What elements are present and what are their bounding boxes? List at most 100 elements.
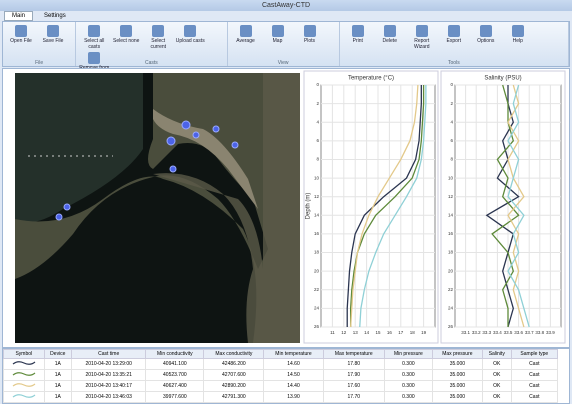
table-cell: 1A [43, 369, 73, 381]
table-cell: 39977.600 [145, 391, 205, 403]
table-cell: Cast [510, 369, 559, 381]
ribbon-button[interactable]: Average [231, 25, 261, 44]
ribbon-button[interactable]: Options [471, 25, 501, 50]
table-cell: Cast [510, 391, 559, 403]
y-tick-label: 8 [316, 157, 319, 162]
symbol [12, 394, 36, 398]
ribbon-button[interactable]: Print [343, 25, 373, 50]
table-cell [3, 380, 45, 392]
column-header: Max conductivity [203, 349, 265, 359]
column-header: Sample type [510, 349, 559, 359]
ribbon-button[interactable]: Select all casts [79, 25, 109, 50]
table-cell: 40627.400 [145, 380, 205, 392]
button-label: Help [512, 38, 523, 44]
table: Symbol Device Cast time Min conductivity Max… [3, 349, 559, 403]
ribbon-button[interactable]: Export [439, 25, 469, 50]
table-cell: Cast [510, 358, 559, 370]
table-cell: OK [481, 358, 512, 370]
x-tick-label: 14 [364, 330, 370, 335]
table-cell [3, 369, 45, 381]
y-tick-label: 22 [448, 287, 454, 292]
symbol [12, 383, 36, 387]
x-tick-label: 33.9 [546, 330, 555, 335]
symbol-line [12, 383, 36, 387]
y-tick-label: 12 [314, 194, 320, 199]
column-header: Cast time [71, 349, 147, 359]
button-icon [88, 52, 101, 64]
button-label: Export [446, 38, 461, 44]
ribbon-group: Open File Save File File [3, 22, 77, 66]
ribbon-button[interactable]: Report Wizard [407, 25, 437, 50]
y-tick-label: 24 [314, 306, 320, 311]
table-cell: OK [481, 369, 512, 381]
y-tick-label: 18 [314, 250, 320, 255]
symbol-line [12, 361, 36, 365]
column-header: Salinity [481, 349, 512, 359]
chart-title: Salinity (PSU) [484, 76, 521, 82]
x-tick-label: 33.4 [493, 330, 502, 335]
table-cell: 35.000 [431, 358, 483, 370]
ribbon-button[interactable]: Open File [6, 25, 36, 44]
y-tick-label: 6 [450, 138, 453, 143]
ribbon-tabs: Main Settings [0, 11, 572, 21]
y-tick-label: 6 [316, 138, 319, 143]
group-label: Tools [448, 60, 460, 66]
ribbon-button[interactable]: Plots [295, 25, 325, 44]
table-cell: 35.000 [431, 380, 483, 392]
y-tick-label: 2 [450, 101, 453, 106]
button-label: Select none [113, 38, 140, 44]
table-cell: OK [481, 391, 512, 403]
ribbon-button[interactable]: Save File [38, 25, 68, 44]
table-cell: 17.80 [322, 358, 385, 370]
tab[interactable]: Settings [44, 13, 66, 19]
x-tick-label: 19 [421, 330, 427, 335]
y-tick-label: 8 [450, 157, 453, 162]
y-tick-label: 20 [448, 268, 454, 273]
table-cell: 42791.300 [203, 391, 265, 403]
tab[interactable]: Main [4, 11, 34, 21]
table-cell: 1A [43, 380, 73, 392]
ribbon-button[interactable]: Upload casts [175, 25, 205, 50]
ribbon-button[interactable]: Help [503, 25, 533, 50]
button-icon [239, 25, 252, 37]
table-row[interactable]: 1A 2010-04-20 13:46:03 39977.600 42791.300 1… [3, 391, 559, 403]
ribbon-group: Print Delete Report Wizard Export Options Hel… [340, 22, 569, 66]
table-row[interactable]: 1A 2010-04-20 13:29:00 40941.100 42486.200 1… [3, 358, 559, 370]
table-cell: 2010-04-20 13:46:03 [71, 391, 147, 403]
button-icon [184, 25, 197, 37]
cast-table: Symbol Device Cast time Min conductivity Max… [2, 348, 570, 404]
ribbon-button[interactable]: Map [263, 25, 293, 44]
ribbon-button[interactable]: Delete [375, 25, 405, 50]
table-cell: 40941.100 [145, 358, 205, 370]
ribbon-button[interactable]: Select none [111, 25, 141, 50]
table-row[interactable]: 1A 2010-04-20 13:35:21 40523.700 42707.600 1… [3, 369, 559, 381]
y-tick-label: 18 [448, 250, 454, 255]
table-cell: 0.300 [383, 391, 433, 403]
y-tick-label: 22 [314, 287, 320, 292]
button-icon [271, 25, 284, 37]
table-cell: 2010-04-20 13:35:21 [71, 369, 147, 381]
table-cell: 1A [43, 391, 73, 403]
x-tick-label: 15 [375, 330, 381, 335]
table-cell: 14.60 [263, 358, 324, 370]
temperature-panel [303, 70, 439, 344]
profile-line [485, 85, 520, 328]
y-tick-label: 10 [448, 175, 454, 180]
x-tick-label: 33.2 [472, 330, 481, 335]
ribbon-button[interactable]: Select current [143, 25, 173, 50]
x-tick-label: 33.6 [514, 330, 523, 335]
button-label: Report Wizard [413, 38, 430, 50]
y-tick-label: 20 [314, 268, 320, 273]
button-label: Map [272, 38, 283, 44]
button-label: Delete [382, 38, 397, 44]
table-row[interactable]: 1A 2010-04-20 13:40:17 40627.400 42890.200 1… [3, 380, 559, 392]
profile-line [349, 85, 425, 327]
column-header: Min pressure [383, 349, 433, 359]
y-tick-label: 26 [448, 324, 454, 329]
x-tick-label: 33.5 [504, 330, 513, 335]
y-tick-label: 16 [314, 231, 320, 236]
content: Temperature (°C) Depth (m) 0 2 4 6 8 10 12 14 16 18… [2, 68, 570, 348]
y-tick-label: 12 [448, 194, 454, 199]
button-label: Plots [303, 38, 316, 44]
y-axis-label: Depth (m) [306, 193, 312, 220]
